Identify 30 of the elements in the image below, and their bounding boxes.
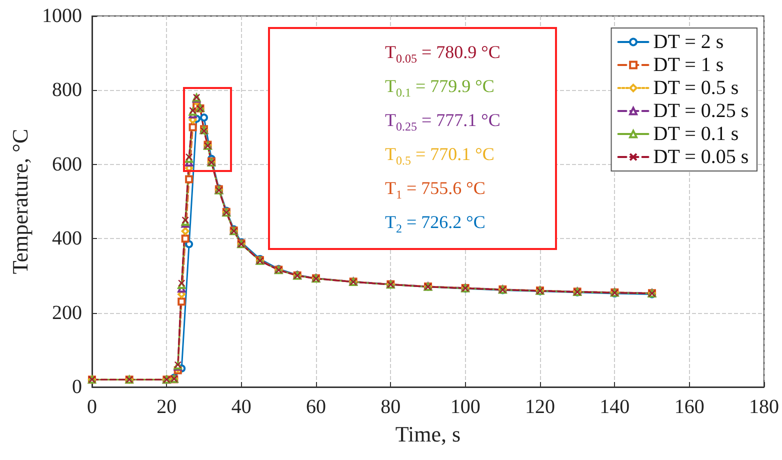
x-tick-label: 120 (525, 396, 555, 418)
legend-label: DT = 0.25 s (653, 100, 749, 122)
x-tick-label: 160 (674, 396, 704, 418)
legend-label: DT = 2 s (653, 31, 724, 53)
x-axis-title: Time, s (395, 422, 461, 446)
y-tick-label: 1000 (42, 5, 82, 27)
y-tick-label: 0 (72, 376, 82, 398)
x-tick-label: 40 (231, 396, 252, 418)
y-tick-label: 600 (52, 153, 82, 176)
annotation: T$_{1}$ = 755.6 °C (385, 177, 486, 204)
annotation: T$_{2}$ = 726.2 °C (385, 211, 486, 238)
x-tick-label: 100 (450, 396, 480, 418)
x-tick-label: 180 (749, 396, 779, 418)
y-axis-title: Temperature, °C (8, 128, 33, 274)
legend-label: DT = 0.05 s (653, 146, 749, 168)
x-tick-label: 0 (87, 396, 97, 418)
y-tick-label: 800 (52, 79, 82, 102)
y-tick-label: 400 (52, 228, 82, 250)
legend-label: DT = 0.1 s (653, 123, 739, 145)
annotation: T$_{0.1}$ = 779.9 °C (385, 75, 496, 102)
legend-label: DT = 1 s (653, 54, 724, 76)
x-tick-label: 140 (600, 396, 630, 418)
annotation: T$_{0.5}$ = 770.1 °C (385, 143, 496, 170)
x-tick-label: 20 (156, 396, 177, 418)
annotation: T$_{0.25}$ = 777.1 °C (385, 109, 500, 136)
legend-label: DT = 0.5 s (653, 77, 739, 99)
annotation: T$_{0.05}$ = 780.9 °C (385, 41, 500, 68)
y-tick-label: 200 (52, 302, 82, 324)
x-tick-label: 80 (380, 396, 401, 418)
x-tick-label: 60 (306, 396, 326, 418)
